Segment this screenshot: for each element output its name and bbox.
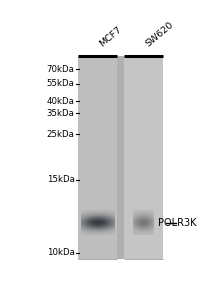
Text: 70kDa: 70kDa	[47, 64, 74, 74]
Bar	[78, 56, 163, 259]
Text: 40kDa: 40kDa	[47, 97, 74, 106]
Bar	[124, 56, 163, 259]
Text: 15kDa: 15kDa	[47, 175, 74, 184]
Text: POLR3K: POLR3K	[158, 218, 196, 228]
Text: 35kDa: 35kDa	[47, 109, 74, 118]
Text: 55kDa: 55kDa	[47, 79, 74, 88]
Text: 25kDa: 25kDa	[47, 130, 74, 139]
Text: MCF7: MCF7	[98, 25, 124, 49]
Bar	[117, 56, 124, 259]
Text: 10kDa: 10kDa	[47, 248, 74, 257]
Text: SW620: SW620	[144, 20, 175, 49]
Bar	[78, 56, 117, 259]
